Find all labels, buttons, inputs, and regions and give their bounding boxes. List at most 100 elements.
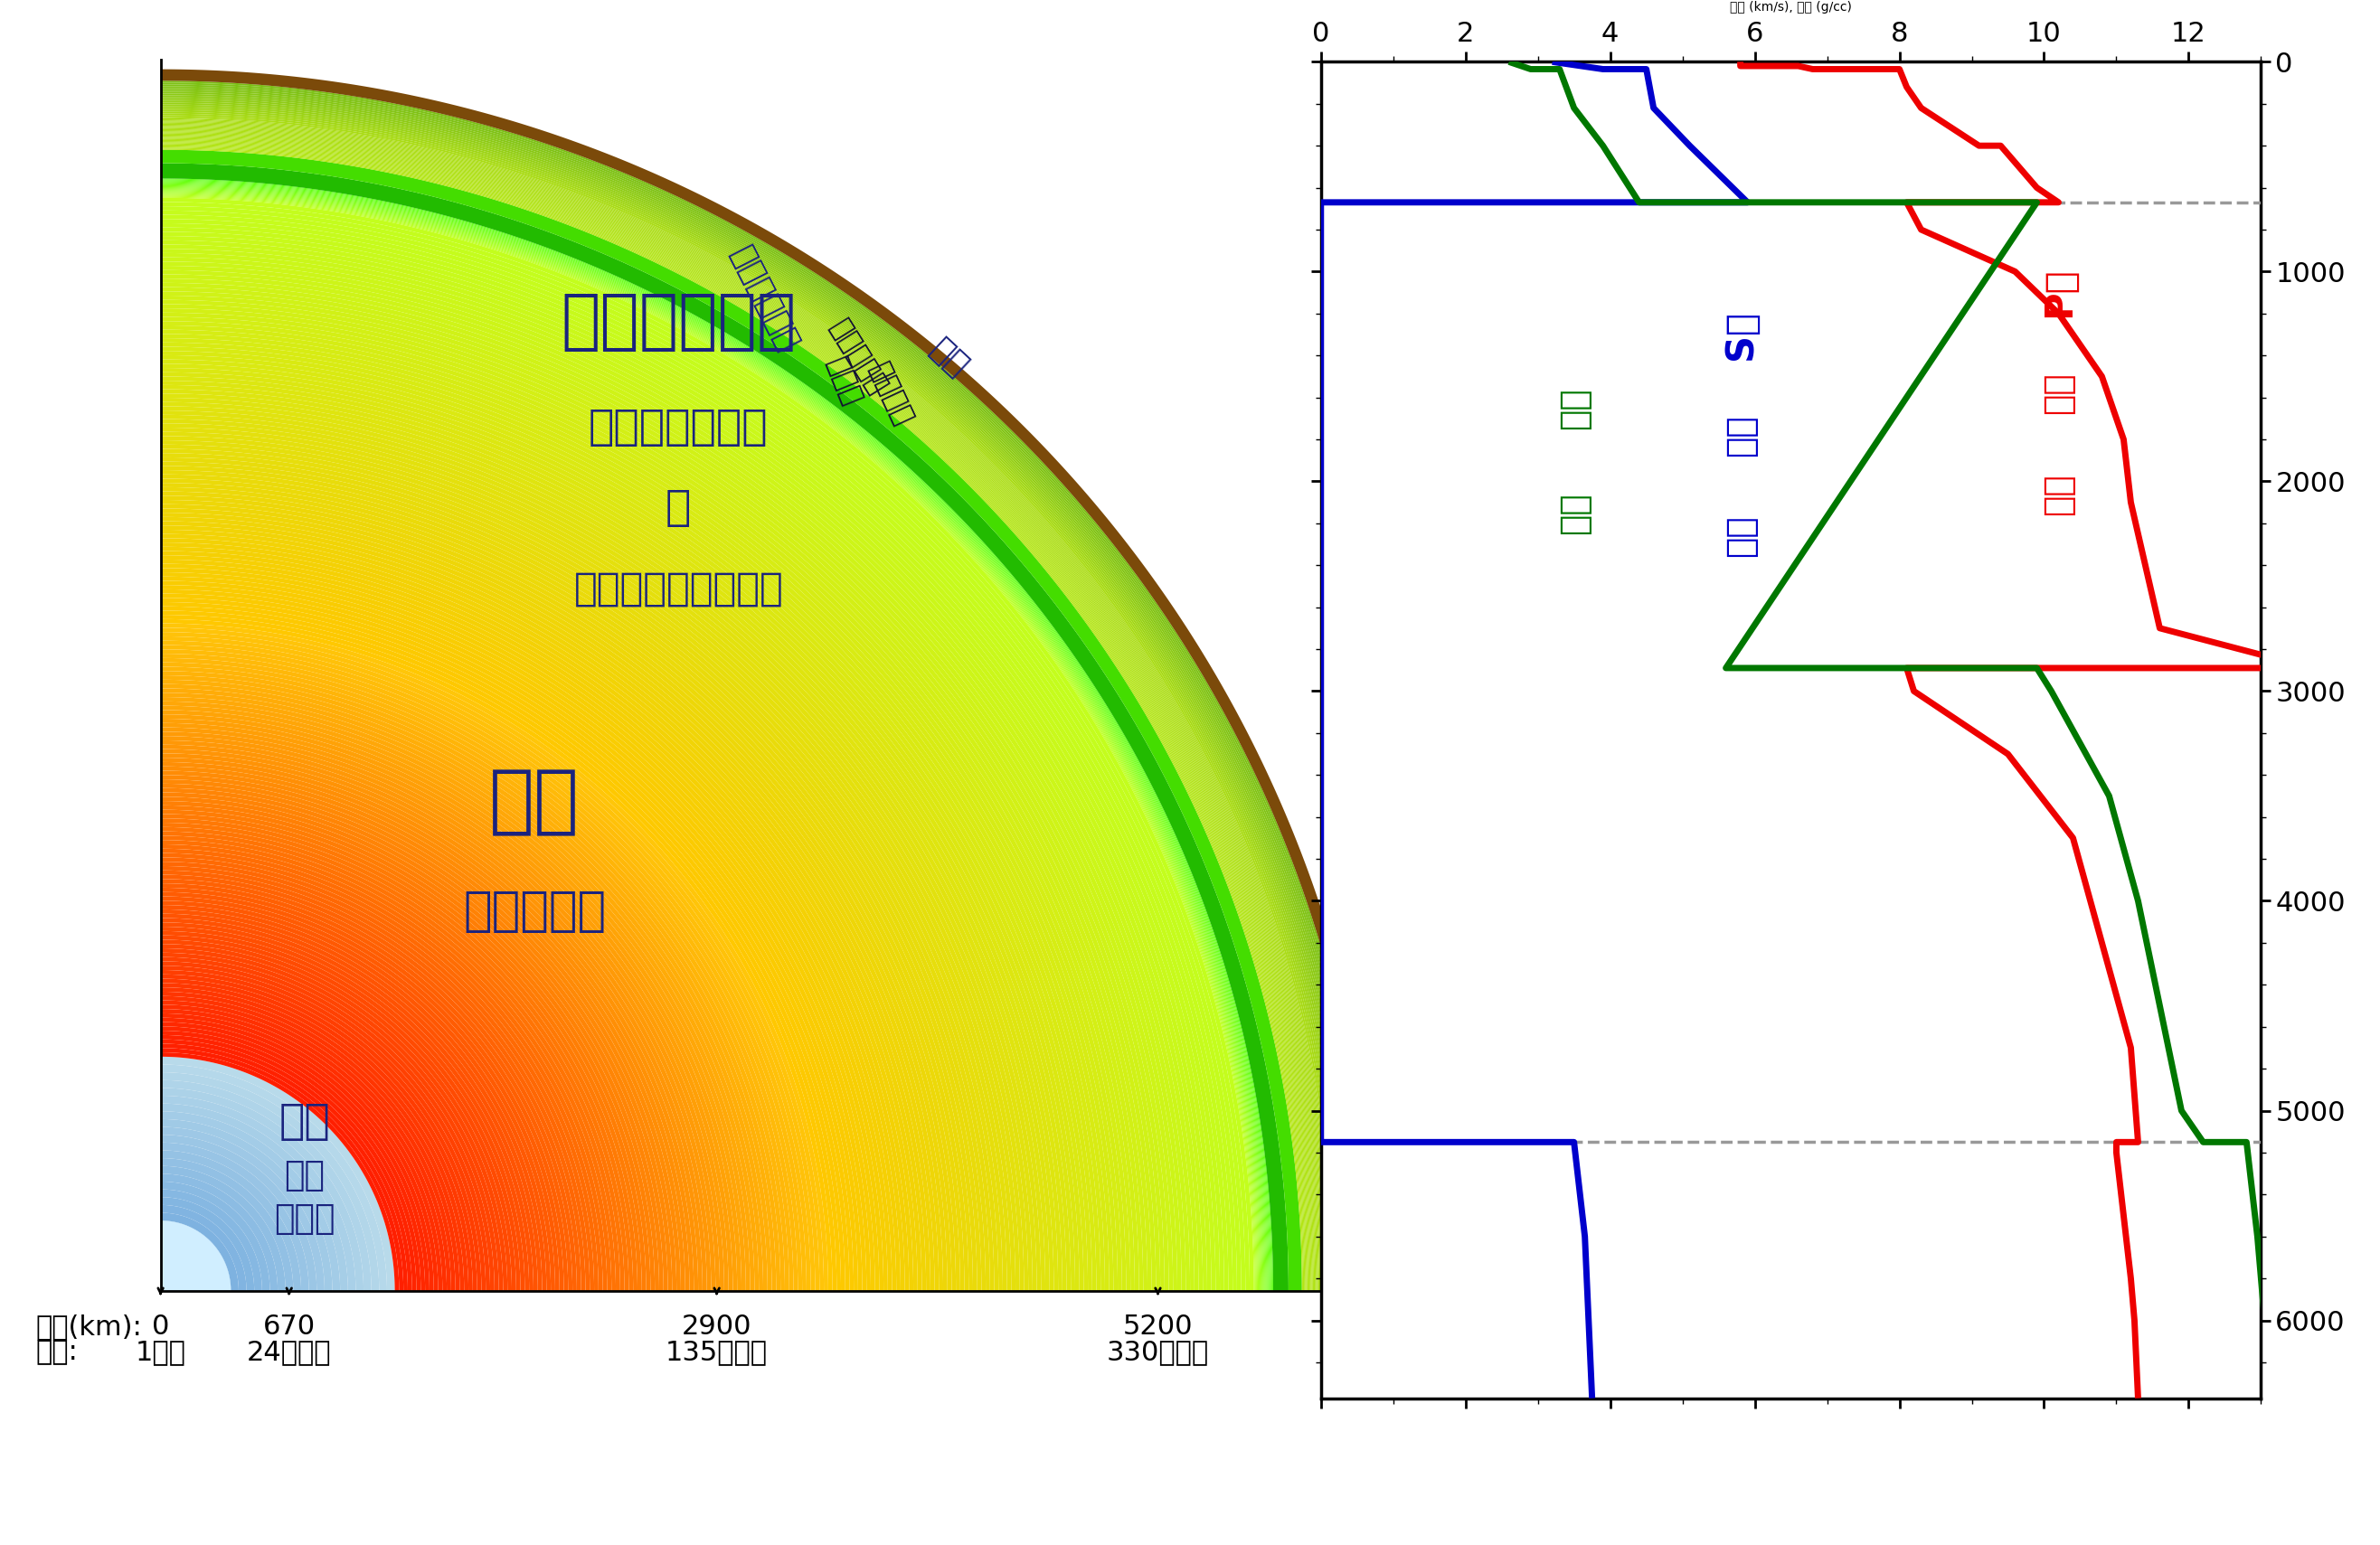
- Polygon shape: [159, 779, 671, 1290]
- Polygon shape: [159, 1031, 421, 1290]
- Polygon shape: [159, 564, 888, 1290]
- Polygon shape: [159, 862, 590, 1290]
- Polygon shape: [159, 793, 659, 1290]
- Polygon shape: [159, 637, 816, 1290]
- Polygon shape: [159, 326, 1126, 1290]
- Polygon shape: [159, 360, 1092, 1290]
- Polygon shape: [159, 355, 1097, 1290]
- Polygon shape: [159, 351, 1100, 1290]
- Polygon shape: [159, 910, 543, 1290]
- Polygon shape: [159, 1080, 371, 1290]
- Polygon shape: [159, 193, 1259, 1290]
- Polygon shape: [159, 918, 533, 1290]
- Polygon shape: [159, 1088, 364, 1290]
- Text: ＋: ＋: [666, 488, 690, 528]
- Polygon shape: [159, 1190, 262, 1290]
- Polygon shape: [159, 905, 547, 1290]
- Polygon shape: [159, 187, 1264, 1290]
- Polygon shape: [159, 745, 707, 1290]
- Polygon shape: [159, 632, 819, 1290]
- Polygon shape: [159, 304, 1147, 1290]
- Polygon shape: [159, 1004, 447, 1290]
- Polygon shape: [159, 896, 555, 1290]
- Polygon shape: [159, 108, 1345, 1290]
- Polygon shape: [159, 258, 1195, 1290]
- Polygon shape: [159, 615, 838, 1290]
- Polygon shape: [159, 184, 1269, 1290]
- Polygon shape: [159, 185, 1266, 1290]
- Polygon shape: [159, 192, 1259, 1290]
- Polygon shape: [159, 1052, 400, 1290]
- Polygon shape: [159, 542, 909, 1290]
- Text: 1気圧: 1気圧: [136, 1338, 186, 1364]
- Polygon shape: [159, 164, 1288, 1290]
- Polygon shape: [159, 944, 507, 1290]
- Polygon shape: [159, 1251, 200, 1290]
- Polygon shape: [159, 754, 697, 1290]
- Polygon shape: [159, 1035, 417, 1290]
- Polygon shape: [159, 397, 1054, 1290]
- Polygon shape: [159, 576, 876, 1290]
- Polygon shape: [159, 121, 1330, 1290]
- Polygon shape: [159, 559, 892, 1290]
- Polygon shape: [159, 1221, 231, 1290]
- Polygon shape: [159, 241, 1211, 1290]
- Polygon shape: [159, 287, 1164, 1290]
- Polygon shape: [159, 641, 812, 1290]
- Polygon shape: [159, 975, 476, 1290]
- Polygon shape: [159, 675, 776, 1290]
- Polygon shape: [159, 1166, 286, 1290]
- Polygon shape: [159, 956, 495, 1290]
- Polygon shape: [159, 783, 669, 1290]
- Polygon shape: [159, 321, 1130, 1290]
- Polygon shape: [159, 116, 1335, 1290]
- Polygon shape: [159, 814, 638, 1290]
- Polygon shape: [159, 932, 521, 1290]
- Polygon shape: [159, 107, 1345, 1290]
- Polygon shape: [159, 385, 1066, 1290]
- Polygon shape: [159, 552, 900, 1290]
- Text: 速度: 速度: [2042, 473, 2075, 514]
- Polygon shape: [159, 879, 574, 1290]
- Polygon shape: [159, 192, 1261, 1290]
- Polygon shape: [159, 987, 464, 1290]
- Polygon shape: [159, 283, 1169, 1290]
- Polygon shape: [159, 504, 947, 1290]
- Polygon shape: [159, 658, 793, 1290]
- Polygon shape: [159, 278, 1173, 1290]
- Polygon shape: [159, 125, 1326, 1290]
- Text: 密度: 密度: [1557, 386, 1592, 430]
- Polygon shape: [159, 728, 724, 1290]
- Text: 速度: 速度: [1723, 414, 1756, 456]
- Polygon shape: [159, 1213, 238, 1290]
- Polygon shape: [159, 270, 1180, 1290]
- Polygon shape: [159, 198, 1254, 1290]
- Title: 速度 (km/s), 密度 (g/cc): 速度 (km/s), 密度 (g/cc): [1730, 2, 1852, 14]
- Polygon shape: [159, 1018, 433, 1290]
- Polygon shape: [159, 1040, 412, 1290]
- Polygon shape: [159, 479, 973, 1290]
- Polygon shape: [159, 215, 1238, 1290]
- Polygon shape: [159, 992, 459, 1290]
- Polygon shape: [159, 978, 474, 1290]
- Polygon shape: [159, 222, 1228, 1290]
- Polygon shape: [159, 82, 1369, 1290]
- Text: 2900: 2900: [681, 1313, 752, 1340]
- Polygon shape: [159, 1182, 269, 1290]
- Polygon shape: [159, 96, 1357, 1290]
- Polygon shape: [159, 1275, 176, 1290]
- Polygon shape: [159, 97, 1354, 1290]
- Polygon shape: [159, 901, 550, 1290]
- Polygon shape: [159, 831, 621, 1290]
- Polygon shape: [159, 1119, 333, 1290]
- Polygon shape: [159, 227, 1223, 1290]
- Polygon shape: [159, 141, 1311, 1290]
- Polygon shape: [159, 70, 1383, 1290]
- Polygon shape: [159, 692, 759, 1290]
- Polygon shape: [159, 1072, 378, 1290]
- Polygon shape: [159, 913, 538, 1290]
- Polygon shape: [159, 266, 1185, 1290]
- Polygon shape: [159, 219, 1233, 1290]
- Polygon shape: [159, 701, 750, 1290]
- Polygon shape: [159, 711, 743, 1290]
